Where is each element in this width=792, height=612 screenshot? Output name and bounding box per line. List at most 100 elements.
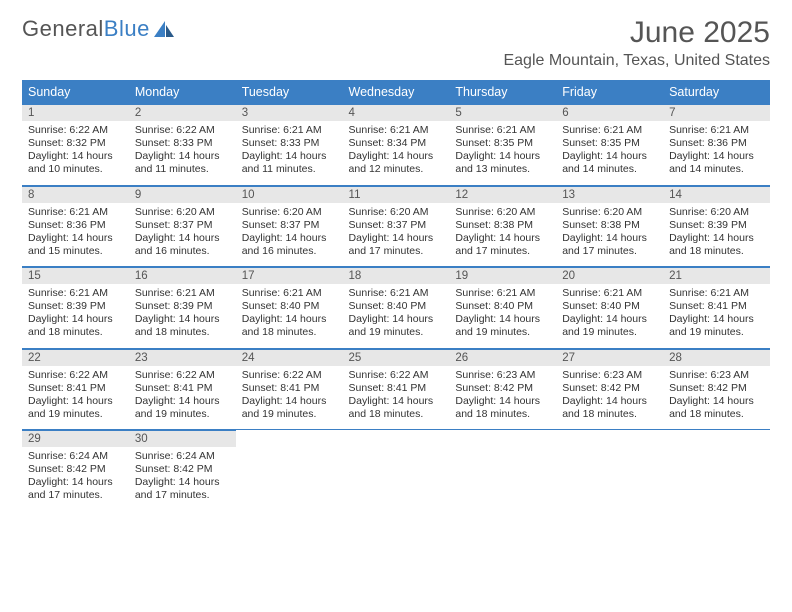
daylight-text: Daylight: 14 hours and 18 minutes. bbox=[669, 232, 764, 258]
day-cell: Sunrise: 6:24 AMSunset: 8:42 PMDaylight:… bbox=[129, 447, 236, 511]
sunset-text: Sunset: 8:39 PM bbox=[135, 300, 230, 313]
day-number: 11 bbox=[343, 186, 450, 203]
daylight-text: Daylight: 14 hours and 17 minutes. bbox=[349, 232, 444, 258]
daylight-text: Daylight: 14 hours and 18 minutes. bbox=[562, 395, 657, 421]
day-cell: Sunrise: 6:24 AMSunset: 8:42 PMDaylight:… bbox=[22, 447, 129, 511]
daylight-text: Daylight: 14 hours and 18 minutes. bbox=[242, 313, 337, 339]
day-cell: Sunrise: 6:20 AMSunset: 8:37 PMDaylight:… bbox=[343, 203, 450, 267]
sunset-text: Sunset: 8:34 PM bbox=[349, 137, 444, 150]
sunrise-text: Sunrise: 6:22 AM bbox=[28, 124, 123, 137]
day-number: 28 bbox=[663, 349, 770, 366]
day-cell bbox=[236, 447, 343, 511]
sunset-text: Sunset: 8:39 PM bbox=[28, 300, 123, 313]
day-number bbox=[449, 431, 556, 448]
sunset-text: Sunset: 8:42 PM bbox=[562, 382, 657, 395]
sunrise-text: Sunrise: 6:24 AM bbox=[135, 450, 230, 463]
daylight-text: Daylight: 14 hours and 19 minutes. bbox=[455, 313, 550, 339]
title-block: June 2025 Eagle Mountain, Texas, United … bbox=[503, 16, 770, 70]
sunrise-text: Sunrise: 6:21 AM bbox=[349, 287, 444, 300]
sunrise-text: Sunrise: 6:20 AM bbox=[562, 206, 657, 219]
day-number: 30 bbox=[129, 431, 236, 448]
sunrise-text: Sunrise: 6:22 AM bbox=[28, 369, 123, 382]
day-number: 15 bbox=[22, 268, 129, 285]
day-cell bbox=[449, 447, 556, 511]
day-header: Tuesday bbox=[236, 80, 343, 105]
daylight-text: Daylight: 14 hours and 17 minutes. bbox=[135, 476, 230, 502]
daylight-text: Daylight: 14 hours and 18 minutes. bbox=[349, 395, 444, 421]
day-cell: Sunrise: 6:22 AMSunset: 8:41 PMDaylight:… bbox=[236, 366, 343, 430]
day-number: 25 bbox=[343, 349, 450, 366]
daylight-text: Daylight: 14 hours and 18 minutes. bbox=[455, 395, 550, 421]
sunrise-text: Sunrise: 6:23 AM bbox=[562, 369, 657, 382]
sunset-text: Sunset: 8:33 PM bbox=[135, 137, 230, 150]
sunrise-text: Sunrise: 6:21 AM bbox=[135, 287, 230, 300]
sunrise-text: Sunrise: 6:21 AM bbox=[455, 124, 550, 137]
sunset-text: Sunset: 8:42 PM bbox=[28, 463, 123, 476]
day-number: 27 bbox=[556, 349, 663, 366]
day-number: 29 bbox=[22, 431, 129, 448]
sunset-text: Sunset: 8:37 PM bbox=[349, 219, 444, 232]
header: GeneralBlue June 2025 Eagle Mountain, Te… bbox=[0, 0, 792, 74]
day-cell: Sunrise: 6:21 AMSunset: 8:40 PMDaylight:… bbox=[236, 284, 343, 348]
day-number: 14 bbox=[663, 186, 770, 203]
sunset-text: Sunset: 8:41 PM bbox=[135, 382, 230, 395]
day-number: 9 bbox=[129, 186, 236, 203]
daylight-text: Daylight: 14 hours and 14 minutes. bbox=[669, 150, 764, 176]
day-cell: Sunrise: 6:21 AMSunset: 8:35 PMDaylight:… bbox=[449, 121, 556, 185]
sunset-text: Sunset: 8:37 PM bbox=[135, 219, 230, 232]
day-cell: Sunrise: 6:21 AMSunset: 8:40 PMDaylight:… bbox=[449, 284, 556, 348]
day-number: 18 bbox=[343, 268, 450, 285]
day-cell: Sunrise: 6:20 AMSunset: 8:38 PMDaylight:… bbox=[449, 203, 556, 267]
sunset-text: Sunset: 8:35 PM bbox=[562, 137, 657, 150]
day-cell: Sunrise: 6:23 AMSunset: 8:42 PMDaylight:… bbox=[663, 366, 770, 430]
day-cell: Sunrise: 6:22 AMSunset: 8:41 PMDaylight:… bbox=[22, 366, 129, 430]
day-number: 12 bbox=[449, 186, 556, 203]
day-cell: Sunrise: 6:22 AMSunset: 8:41 PMDaylight:… bbox=[343, 366, 450, 430]
sunset-text: Sunset: 8:37 PM bbox=[242, 219, 337, 232]
sunrise-text: Sunrise: 6:21 AM bbox=[562, 287, 657, 300]
daylight-text: Daylight: 14 hours and 19 minutes. bbox=[135, 395, 230, 421]
day-number: 22 bbox=[22, 349, 129, 366]
day-number: 2 bbox=[129, 105, 236, 122]
daylight-text: Daylight: 14 hours and 19 minutes. bbox=[349, 313, 444, 339]
day-cell: Sunrise: 6:21 AMSunset: 8:36 PMDaylight:… bbox=[22, 203, 129, 267]
day-number: 23 bbox=[129, 349, 236, 366]
sunset-text: Sunset: 8:32 PM bbox=[28, 137, 123, 150]
sunrise-text: Sunrise: 6:20 AM bbox=[135, 206, 230, 219]
day-number: 20 bbox=[556, 268, 663, 285]
sunrise-text: Sunrise: 6:20 AM bbox=[242, 206, 337, 219]
sunrise-text: Sunrise: 6:20 AM bbox=[455, 206, 550, 219]
sunset-text: Sunset: 8:41 PM bbox=[28, 382, 123, 395]
sunrise-text: Sunrise: 6:21 AM bbox=[242, 287, 337, 300]
sunset-text: Sunset: 8:42 PM bbox=[669, 382, 764, 395]
day-cell bbox=[343, 447, 450, 511]
day-cell: Sunrise: 6:21 AMSunset: 8:39 PMDaylight:… bbox=[129, 284, 236, 348]
day-cell: Sunrise: 6:22 AMSunset: 8:41 PMDaylight:… bbox=[129, 366, 236, 430]
day-cell: Sunrise: 6:21 AMSunset: 8:33 PMDaylight:… bbox=[236, 121, 343, 185]
day-cell: Sunrise: 6:20 AMSunset: 8:38 PMDaylight:… bbox=[556, 203, 663, 267]
sunrise-text: Sunrise: 6:21 AM bbox=[28, 287, 123, 300]
sunrise-text: Sunrise: 6:21 AM bbox=[669, 287, 764, 300]
sunset-text: Sunset: 8:39 PM bbox=[669, 219, 764, 232]
day-cell: Sunrise: 6:20 AMSunset: 8:39 PMDaylight:… bbox=[663, 203, 770, 267]
sunset-text: Sunset: 8:40 PM bbox=[455, 300, 550, 313]
sunrise-text: Sunrise: 6:21 AM bbox=[242, 124, 337, 137]
sunrise-text: Sunrise: 6:21 AM bbox=[349, 124, 444, 137]
daylight-text: Daylight: 14 hours and 16 minutes. bbox=[242, 232, 337, 258]
sunrise-text: Sunrise: 6:21 AM bbox=[28, 206, 123, 219]
sunrise-text: Sunrise: 6:20 AM bbox=[669, 206, 764, 219]
sunset-text: Sunset: 8:35 PM bbox=[455, 137, 550, 150]
logo-sail-icon bbox=[154, 21, 176, 39]
daylight-text: Daylight: 14 hours and 19 minutes. bbox=[242, 395, 337, 421]
day-number bbox=[663, 431, 770, 448]
day-header: Friday bbox=[556, 80, 663, 105]
sunset-text: Sunset: 8:36 PM bbox=[28, 219, 123, 232]
day-number: 13 bbox=[556, 186, 663, 203]
day-number: 26 bbox=[449, 349, 556, 366]
sunrise-text: Sunrise: 6:23 AM bbox=[455, 369, 550, 382]
day-cell: Sunrise: 6:21 AMSunset: 8:34 PMDaylight:… bbox=[343, 121, 450, 185]
day-number bbox=[236, 431, 343, 448]
day-cell: Sunrise: 6:21 AMSunset: 8:35 PMDaylight:… bbox=[556, 121, 663, 185]
day-cell: Sunrise: 6:21 AMSunset: 8:39 PMDaylight:… bbox=[22, 284, 129, 348]
logo-text-2: Blue bbox=[104, 16, 150, 42]
